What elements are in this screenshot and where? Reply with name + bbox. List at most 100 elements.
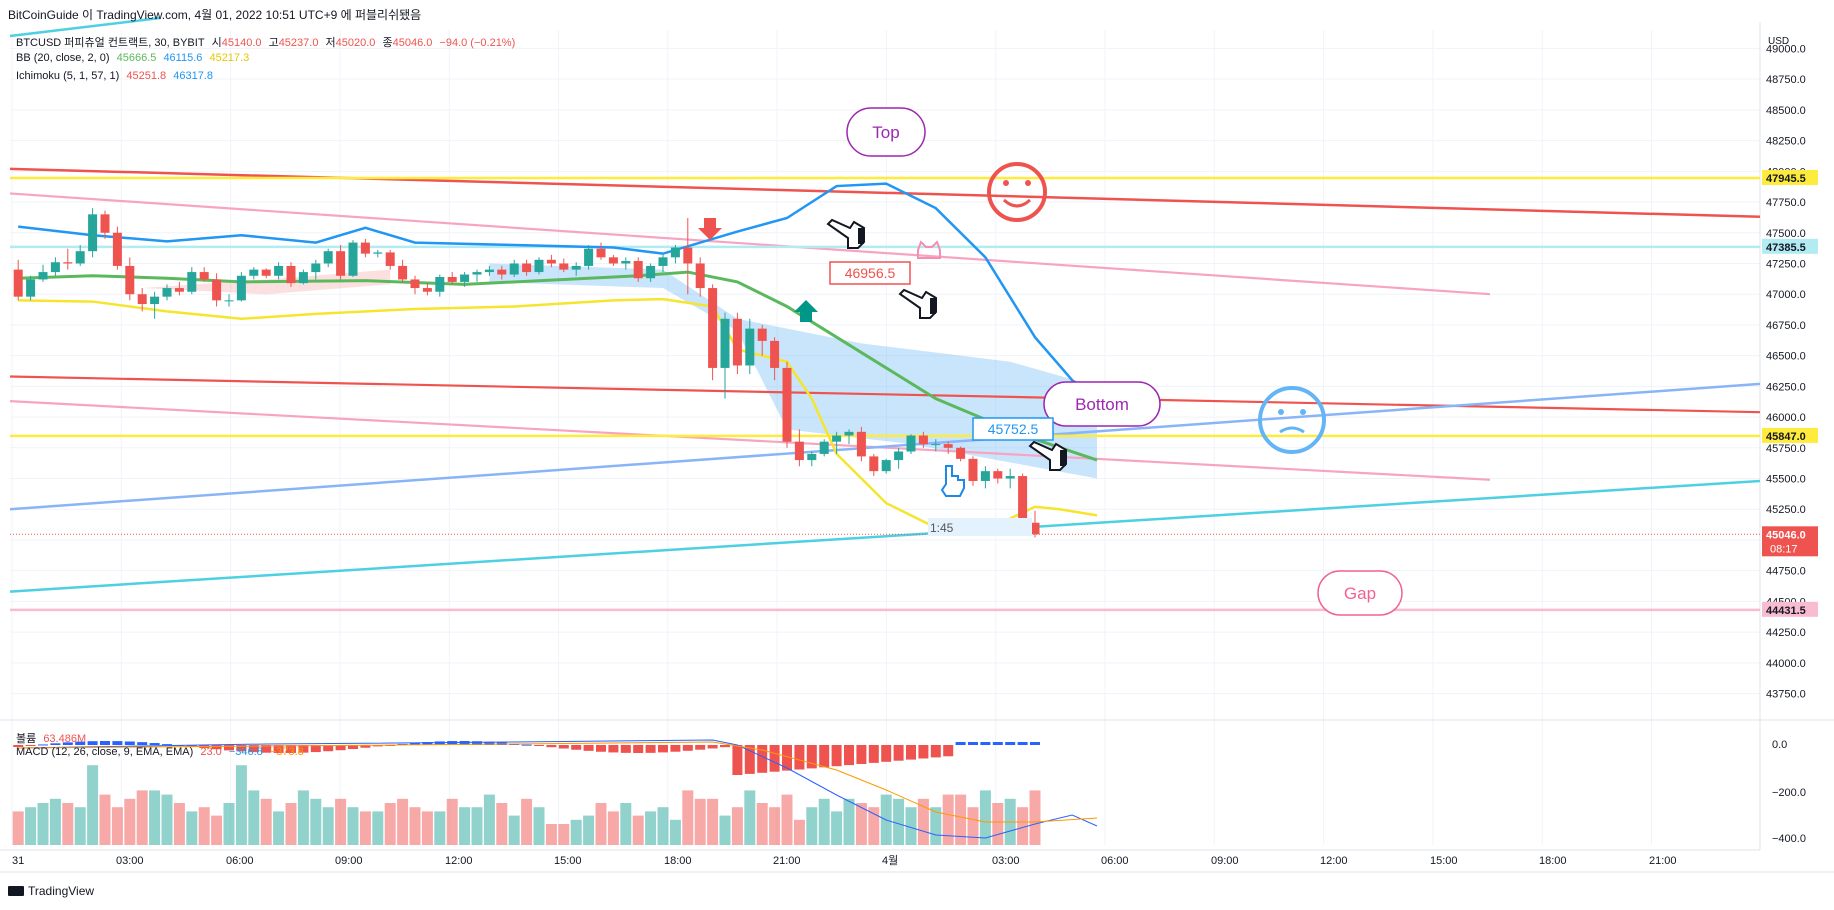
macd-histogram-bar	[620, 745, 631, 753]
volume-bar	[620, 803, 632, 845]
candle-body	[112, 232, 122, 266]
tradingview-brand: TradingView	[28, 884, 95, 898]
volume-bar	[25, 807, 37, 845]
candle-body	[881, 460, 891, 472]
volume-bar	[285, 803, 297, 845]
hand-outline	[898, 288, 937, 319]
candle-body	[323, 251, 333, 264]
macd-histogram-bar	[521, 744, 532, 746]
candle-body	[546, 259, 556, 264]
macd-histogram-bar	[447, 741, 458, 745]
ohlc-low-label: 저	[325, 37, 336, 49]
volume-bar	[719, 815, 731, 845]
volume-bar	[694, 798, 706, 845]
candle-body	[162, 288, 172, 297]
macd-histogram-bar	[955, 742, 966, 745]
candle-body	[894, 451, 904, 461]
macd-histogram-bar	[583, 745, 594, 751]
candle-body	[509, 263, 519, 275]
candle-body	[348, 242, 358, 276]
candle-body	[943, 444, 953, 448]
volume-bar	[607, 811, 619, 845]
price-badge-45847.0: 45847.0	[1762, 427, 1818, 443]
macd-histogram-bar	[50, 743, 61, 745]
volume-label[interactable]: 볼륨	[16, 733, 37, 745]
ohlc-open: 45140.0	[221, 37, 262, 49]
macd-label[interactable]: MACD (12, 26, close, 9, EMA, EMA)	[16, 746, 194, 758]
time-note: 1:45	[928, 518, 1032, 536]
volume-bar	[967, 807, 979, 845]
smiley-emoji-icon	[987, 162, 1047, 222]
candle-body	[38, 272, 48, 280]
macd-histogram-bar	[534, 745, 544, 746]
trend-line-blue	[9, 382, 1761, 511]
candle-body	[410, 279, 420, 289]
candle-body	[931, 444, 941, 446]
candle-body	[708, 288, 718, 368]
volume-bar	[149, 790, 161, 845]
bb-basis-value: 45666.5	[116, 52, 157, 64]
time-tick: 4월	[882, 854, 898, 867]
time-tick: 15:00	[1430, 855, 1458, 867]
candle-body	[819, 441, 829, 454]
candle-body	[224, 300, 234, 302]
volume-bar	[111, 807, 123, 845]
bb-label[interactable]: BB (20, close, 2, 0)	[16, 52, 110, 64]
candle-body	[782, 367, 792, 442]
price-badge-text: 45046.0	[1766, 529, 1806, 541]
macd-histogram-bar	[434, 741, 445, 745]
pointing-up-hand-icon	[940, 465, 965, 497]
time-tick: 03:00	[992, 855, 1020, 867]
sad-face-icon	[1258, 386, 1326, 454]
volume-bar	[595, 803, 607, 845]
macd-histogram-bar	[13, 745, 24, 747]
candle-body	[918, 435, 928, 445]
volume-bar	[273, 811, 285, 845]
ichimoku-legend: Ichimoku (5, 1, 57, 1) 45251.8 46317.8	[16, 70, 217, 82]
bubble-text: Gap	[1344, 584, 1376, 603]
candle-body	[633, 261, 643, 279]
time-tick: 09:00	[335, 855, 363, 867]
candle-body	[497, 269, 507, 275]
time-tick: 03:00	[116, 855, 144, 867]
volume-bar	[173, 803, 185, 845]
volume-bar	[483, 794, 495, 845]
tradingview-footer[interactable]: TradingView	[8, 884, 94, 898]
candle-body	[1018, 476, 1028, 523]
volume-bar	[223, 803, 235, 845]
candle-body	[571, 265, 581, 270]
volume-bar	[942, 794, 954, 845]
macd-histogram-bar	[62, 742, 73, 745]
time-tick: 15:00	[554, 855, 582, 867]
ohlc-close-label: 종	[382, 37, 393, 49]
time-tick: 12:00	[1320, 855, 1348, 867]
price-tick: 46250.0	[1766, 381, 1806, 393]
sad-face	[1258, 386, 1326, 454]
symbol-legend: BTCUSD 퍼피츄얼 컨트랙트, 30, BYBIT 시45140.0 고45…	[16, 34, 519, 50]
macd-histogram-bar	[868, 745, 879, 763]
symbol-label[interactable]: BTCUSD 퍼피츄얼 컨트랙트, 30, BYBIT	[16, 37, 205, 49]
sad-mouth	[1279, 426, 1305, 434]
time-tick: 31	[12, 855, 24, 867]
candle-body	[522, 263, 532, 273]
candle-body	[199, 272, 209, 280]
macd-histogram-bar	[844, 745, 854, 766]
macd-histogram-bar	[459, 741, 470, 745]
ichimoku-label[interactable]: Ichimoku (5, 1, 57, 1)	[16, 70, 120, 82]
volume-bar	[756, 803, 768, 845]
volume-bar	[707, 798, 719, 845]
volume-bar	[657, 807, 669, 845]
pointing-hand-icon	[826, 218, 865, 249]
candle-body	[658, 257, 668, 266]
volume-bar	[87, 765, 99, 845]
macd-histogram-bar	[819, 745, 830, 768]
time-note-text: 1:45	[930, 521, 954, 535]
macd-histogram-bar	[472, 741, 482, 745]
candle-body	[385, 252, 395, 266]
candle-body	[596, 248, 606, 258]
macd-histogram-bar	[806, 745, 817, 769]
candle-body	[584, 248, 594, 266]
macd-histogram-bar	[137, 742, 148, 745]
time-tick: 06:00	[1101, 855, 1129, 867]
